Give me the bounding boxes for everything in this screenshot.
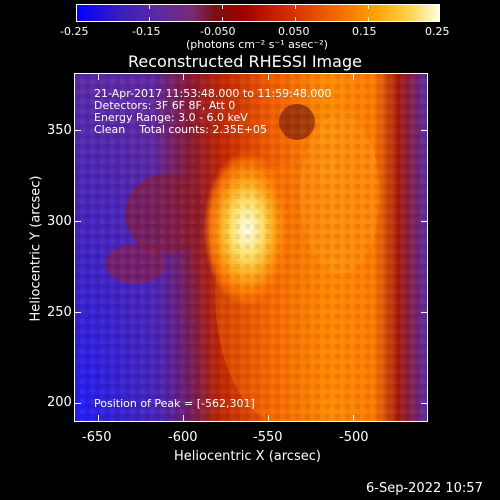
x-tick-label: -550 [253, 430, 283, 445]
info-energy-range: Energy Range: 3.0 - 6.0 keV [94, 111, 248, 124]
colorbar-tick-label: -0.25 [60, 25, 89, 38]
colorbar-tick-label: 0.25 [425, 25, 450, 38]
colorbar-tick-label: -0.050 [200, 25, 236, 38]
peak-position: Position of Peak = [-562,301] [94, 397, 255, 410]
rhessi-image [74, 73, 428, 422]
x-axis-title: Heliocentric X (arcsec) [174, 449, 321, 464]
colorbar-tick-label: 0.15 [352, 25, 377, 38]
colorbar [76, 4, 440, 22]
y-axis-title: Heliocentric Y (arcsec) [28, 175, 44, 322]
y-tick-label: 350 [47, 123, 72, 138]
colorbar-tick-label: -0.15 [132, 25, 161, 38]
info-detectors: Detectors: 3F 6F 8F, Att 0 [94, 99, 236, 112]
x-tick-label: -600 [168, 430, 198, 445]
y-tick-label: 300 [47, 214, 72, 229]
x-tick-label: -650 [82, 430, 112, 445]
colorbar-tick-label: 0.050 [278, 25, 310, 38]
x-tick-label: -500 [339, 430, 369, 445]
info-time-range: 21-Apr-2017 11:53:48.000 to 11:59:48.000 [94, 87, 332, 100]
timestamp: 6-Sep-2022 10:57 [366, 481, 483, 496]
y-tick-label: 200 [47, 395, 72, 410]
y-tick-label: 250 [47, 305, 72, 320]
info-clean-counts: Clean Total counts: 2.35E+05 [94, 123, 268, 136]
colorbar-units: (photons cm⁻² s⁻¹ asec⁻²) [186, 38, 328, 51]
heatmap-image [75, 74, 427, 421]
image-title: Reconstructed RHESSI Image [128, 52, 362, 71]
